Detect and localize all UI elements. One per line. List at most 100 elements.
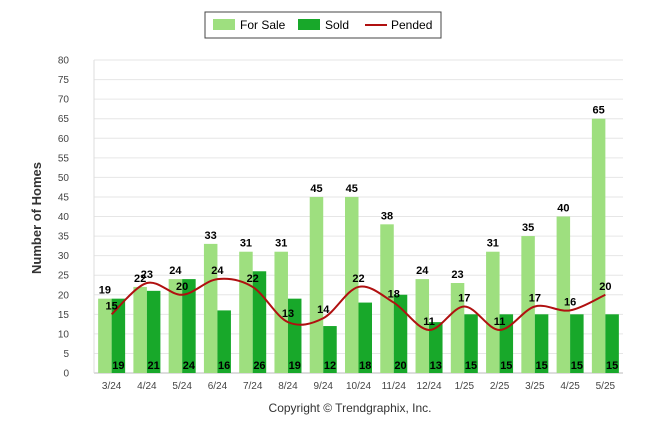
bar-for-sale-12-24 [415,279,430,373]
bar-for-sale-9-24 [309,196,324,373]
x-tick-7-24: 7/24 [243,381,263,392]
y-tick-65: 65 [58,114,70,125]
label-sold-6-24: 16 [218,360,230,372]
y-tick-0: 0 [63,369,69,380]
label-pended-5-25: 20 [599,281,611,293]
label-sold-7-24: 26 [253,360,265,372]
x-tick-1-25: 1/25 [455,381,475,392]
x-tick-2-25: 2/25 [490,381,510,392]
bar-sold-5-25 [605,314,619,373]
y-tick-80: 80 [58,56,70,67]
bar-sold-5-24 [182,279,196,373]
x-tick-3-24: 3/24 [102,381,122,392]
legend-label-pended: Pended [391,18,432,32]
label-sold-5-24: 24 [183,360,196,372]
x-tick-11-24: 11/24 [382,381,407,392]
bar-for-sale-7-24 [239,251,253,373]
label-pended-5-24: 20 [176,281,188,293]
label-pended-11-24: 18 [388,289,400,301]
label-sold-8-24: 19 [289,360,301,372]
data-labels: 19 19 22 21 24 24 33 16 31 26 31 19 45 12 45 18 38 20 24 13… [99,105,618,372]
label-sold-1-25: 15 [465,360,477,372]
bar-for-sale-5-24 [168,279,183,373]
x-tick-5-25: 5/25 [596,381,616,392]
label-pended-4-25: 16 [564,296,576,308]
label-pended-1-25: 17 [458,292,470,304]
y-tick-40: 40 [58,212,70,223]
label-sold-4-24: 21 [148,360,160,372]
y-tick-60: 60 [58,134,70,145]
bar-sold-10-24 [358,302,372,373]
bar-for-sale-4-25 [556,216,571,373]
label-for-sale-2-25: 31 [487,238,499,250]
y-tick-20: 20 [58,290,70,301]
bar-for-sale-6-24 [203,243,218,373]
bar-for-sale-1-25 [450,283,465,373]
y-tick-30: 30 [58,251,70,262]
label-pended-12-24: 11 [423,316,435,328]
bar-sold-12-24 [429,322,443,373]
label-pended-2-25: 11 [494,316,506,328]
y-tick-50: 50 [58,173,70,184]
bar-sold-8-24 [287,298,302,373]
label-pended-6-24: 24 [211,265,224,277]
legend: For Sale Sold Pended [204,11,442,39]
bar-sold-6-24 [217,310,231,373]
label-for-sale-8-24: 31 [275,238,287,250]
y-tick-25: 25 [58,271,70,282]
x-tick-8-24: 8/24 [278,381,298,392]
bar-sold-9-24 [323,326,337,373]
label-for-sale-3-24: 19 [99,285,111,297]
x-tick-4-25: 4/25 [560,381,580,392]
label-sold-10-24: 18 [359,360,371,372]
legend-box [204,11,442,39]
pended-line-group [110,277,606,331]
legend-swatch-sold [298,19,320,30]
bar-for-sale-3-25 [521,236,535,373]
y-tick-35: 35 [58,232,70,243]
label-for-sale-11-24: 38 [381,210,393,222]
label-sold-3-25: 15 [535,360,547,372]
x-tick-3-25: 3/25 [525,381,545,392]
bar-for-sale-4-24 [133,286,147,373]
label-pended-9-24: 14 [317,304,330,316]
bar-sold-4-24 [146,290,161,373]
x-tick-5-24: 5/24 [172,381,192,392]
bar-sold-7-24 [252,271,267,373]
x-tick-labels: 3/24 4/24 5/24 6/24 7/24 8/24 9/24 10/24 11/24 12… [102,381,616,392]
label-for-sale-10-24: 45 [346,183,358,195]
label-sold-12-24: 13 [430,360,442,372]
bars [98,118,619,373]
label-pended-10-24: 22 [352,273,364,285]
label-sold-9-24: 12 [324,360,336,372]
bar-sold-3-25 [534,314,549,373]
y-tick-75: 75 [58,75,70,86]
label-for-sale-3-25: 35 [522,222,534,234]
legend-label-sold: Sold [325,18,349,32]
x-tick-4-24: 4/24 [137,381,157,392]
label-for-sale-6-24: 33 [205,230,217,242]
label-for-sale-5-24: 24 [169,265,182,277]
y-tick-10: 10 [58,329,70,340]
label-for-sale-12-24: 24 [416,265,429,277]
label-sold-5-25: 15 [606,360,618,372]
label-sold-2-25: 15 [500,360,512,372]
bar-for-sale-3-24 [98,298,112,373]
label-pended-8-24: 13 [282,308,294,320]
y-tick-labels: 0 5 10 15 20 25 30 35 40 45 50 55 60 65 70 75 80 [58,56,70,380]
label-pended-3-25: 17 [529,292,541,304]
label-for-sale-4-25: 40 [557,203,569,215]
x-tick-10-24: 10/24 [346,381,371,392]
bar-for-sale-5-25 [591,118,606,373]
bar-sold-11-24 [393,294,408,373]
legend-label-for-sale: For Sale [240,18,286,32]
copyright-credit: Copyright © Trendgraphix, Inc. [269,401,432,415]
label-for-sale-5-25: 65 [592,105,604,117]
label-sold-11-24: 20 [394,360,406,372]
bar-for-sale-2-25 [486,251,500,373]
label-for-sale-9-24: 45 [310,183,322,195]
label-sold-4-25: 15 [571,360,583,372]
y-tick-70: 70 [58,95,70,106]
y-tick-5: 5 [63,349,69,360]
